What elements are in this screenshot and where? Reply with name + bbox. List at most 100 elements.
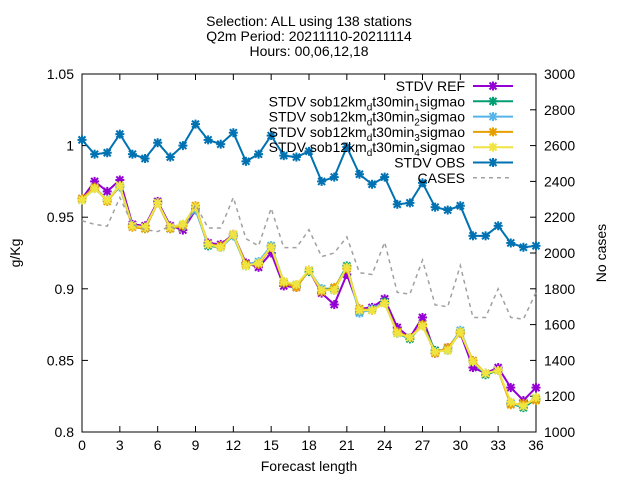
data-point bbox=[488, 158, 498, 167]
data-point bbox=[203, 135, 213, 145]
legend-label: STDV OBS bbox=[394, 155, 465, 171]
data-point bbox=[77, 195, 87, 205]
data-point bbox=[354, 169, 364, 179]
data-point bbox=[178, 141, 188, 151]
data-point bbox=[518, 401, 528, 411]
data-point bbox=[304, 265, 314, 275]
data-point bbox=[443, 345, 453, 355]
data-point bbox=[531, 241, 541, 251]
data-point bbox=[481, 368, 491, 378]
series-0 bbox=[77, 175, 541, 405]
data-point bbox=[216, 242, 226, 252]
data-point bbox=[430, 347, 440, 357]
data-point bbox=[279, 151, 289, 161]
data-point bbox=[392, 328, 402, 338]
data-point bbox=[367, 305, 377, 315]
data-point bbox=[266, 242, 276, 252]
data-point bbox=[102, 148, 112, 158]
x-tick-label: 30 bbox=[453, 437, 469, 453]
legend-item: STDV OBS bbox=[394, 155, 513, 171]
data-point bbox=[279, 277, 289, 287]
data-point bbox=[291, 152, 301, 162]
data-point bbox=[329, 285, 339, 295]
data-point bbox=[216, 139, 226, 149]
data-point bbox=[115, 129, 125, 139]
data-point bbox=[228, 229, 238, 239]
data-point bbox=[506, 383, 516, 393]
series-2 bbox=[77, 182, 541, 411]
y-tick-label: 0.9 bbox=[55, 281, 75, 297]
x-tick-label: 15 bbox=[263, 437, 279, 453]
data-point bbox=[153, 138, 163, 148]
data-point bbox=[165, 152, 175, 162]
data-point bbox=[531, 383, 541, 393]
x-tick-label: 21 bbox=[339, 437, 355, 453]
data-point bbox=[127, 149, 137, 159]
data-point bbox=[191, 119, 200, 129]
series-line bbox=[81, 195, 537, 321]
data-point bbox=[518, 242, 528, 252]
data-point bbox=[266, 131, 276, 141]
y2-tick-label: 2400 bbox=[544, 173, 575, 189]
title-line: Selection: ALL using 138 stations bbox=[206, 13, 412, 29]
legend-label: CASES bbox=[418, 170, 465, 186]
data-point bbox=[392, 199, 402, 209]
data-point bbox=[380, 298, 390, 308]
legend-item: STDV sob12kmdt30min3sigmao bbox=[269, 124, 513, 144]
series-1 bbox=[77, 181, 541, 413]
data-point bbox=[506, 238, 516, 248]
data-point bbox=[329, 172, 339, 182]
legend-label: STDV sob12kmdt30min2sigmao bbox=[269, 109, 466, 129]
data-point bbox=[455, 201, 465, 211]
series-lines bbox=[77, 119, 541, 413]
data-point bbox=[488, 112, 498, 122]
data-point bbox=[317, 285, 327, 295]
data-point bbox=[443, 205, 453, 215]
legend-item: STDV sob12kmdt30min4sigmao bbox=[269, 139, 513, 159]
y2-tick-label: 2800 bbox=[544, 102, 575, 118]
data-point bbox=[102, 186, 112, 196]
y-tick-label: 0.95 bbox=[47, 209, 74, 225]
y-tick-label: 0.8 bbox=[55, 424, 75, 440]
data-point bbox=[90, 149, 100, 159]
data-point bbox=[90, 184, 100, 194]
data-point bbox=[506, 397, 516, 407]
title-line: Q2m Period: 20211110-20211114 bbox=[206, 28, 412, 44]
y2-tick-label: 2000 bbox=[544, 245, 575, 261]
x-tick-label: 18 bbox=[301, 437, 317, 453]
data-point bbox=[140, 153, 150, 163]
x-axis-label: Forecast length bbox=[261, 458, 358, 474]
legend-label: STDV sob12kmdt30min4sigmao bbox=[269, 139, 466, 159]
legend-item: STDV REF bbox=[396, 78, 513, 94]
series-line bbox=[81, 178, 537, 402]
legend-label: STDV sob12kmdt30min3sigmao bbox=[269, 124, 466, 144]
y-axis-label: g/Kg bbox=[7, 239, 23, 268]
data-point bbox=[455, 327, 465, 337]
data-point bbox=[304, 146, 314, 156]
y2-tick-label: 1800 bbox=[544, 281, 575, 297]
y-tick-label: 1.05 bbox=[47, 66, 74, 82]
data-point bbox=[367, 179, 377, 189]
data-point bbox=[178, 219, 188, 229]
data-point bbox=[380, 172, 390, 182]
y-tick-label: 1 bbox=[66, 138, 74, 154]
data-point bbox=[342, 142, 352, 152]
legend-item: CASES bbox=[418, 170, 513, 186]
y2-tick-label: 1600 bbox=[544, 317, 575, 333]
y2-tick-label: 3000 bbox=[544, 66, 575, 82]
data-point bbox=[291, 280, 301, 290]
series-6 bbox=[81, 195, 537, 321]
data-point bbox=[468, 357, 478, 367]
legend-label: STDV REF bbox=[396, 78, 465, 94]
data-point bbox=[405, 332, 415, 342]
data-point bbox=[317, 176, 327, 186]
data-point bbox=[140, 222, 150, 232]
x-tick-label: 27 bbox=[415, 437, 431, 453]
x-tick-label: 9 bbox=[192, 437, 200, 453]
axes: 0 3 6 9 12 15 18 21 24 27 30 33 360.80.850.90.9511.0… bbox=[7, 66, 609, 474]
x-tick-label: 36 bbox=[528, 437, 544, 453]
title-line: Hours: 00,06,12,18 bbox=[249, 43, 368, 59]
y2-tick-label: 1000 bbox=[544, 424, 575, 440]
